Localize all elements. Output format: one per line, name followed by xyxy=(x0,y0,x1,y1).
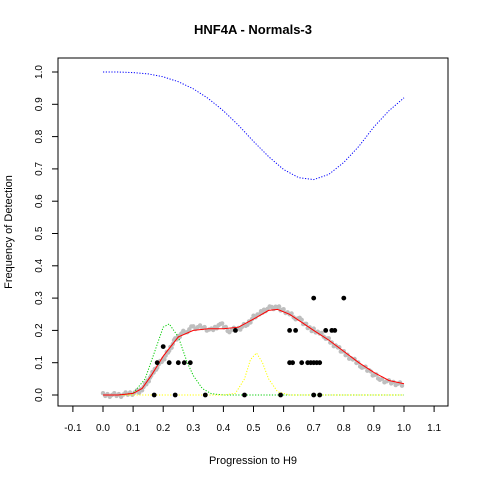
observed-point xyxy=(175,360,181,366)
smoothed-point xyxy=(399,383,405,388)
observed-point xyxy=(341,295,347,301)
series-0 xyxy=(103,71,405,181)
observed-point xyxy=(317,360,323,366)
observed-point xyxy=(160,344,166,349)
y-tick-label: 1.0 xyxy=(34,65,45,79)
observed-point xyxy=(187,360,193,366)
series-line xyxy=(103,308,405,396)
y-tick-label: 0.0 xyxy=(34,388,45,402)
observed-point xyxy=(290,360,295,366)
y-tick-label: 0.9 xyxy=(34,97,45,111)
series-3 xyxy=(103,352,404,396)
x-tick-label: -0.1 xyxy=(64,423,82,434)
x-tick-label: 0.7 xyxy=(307,423,321,434)
observed-point xyxy=(299,360,305,366)
observed-point xyxy=(278,392,283,398)
y-axis-label: Frequency of Detection xyxy=(3,175,15,289)
smoothed-point xyxy=(319,330,324,336)
smoothed-point xyxy=(281,307,286,312)
smoothed-point xyxy=(220,321,225,326)
x-tick-label: 0.9 xyxy=(367,423,381,434)
y-tick-label: 0.6 xyxy=(34,194,45,208)
y-tick-label: 0.8 xyxy=(34,129,45,143)
observed-point xyxy=(166,360,172,366)
x-axis: -0.1 0.0 0.1 0.2 0.3 0.4 0.5 0.6 0.7 0.8 0.9 1.0 1.1 xyxy=(64,405,441,434)
series-1 xyxy=(103,308,405,396)
series-5 xyxy=(151,295,347,398)
smoothed-point xyxy=(276,304,282,309)
observed-point xyxy=(311,295,317,301)
x-tick-label: 0.2 xyxy=(156,423,170,434)
plot-area xyxy=(100,71,405,399)
chart-title: HNF4A - Normals-3 xyxy=(194,22,312,37)
series-2 xyxy=(103,323,404,396)
y-tick-label: 0.5 xyxy=(34,226,45,240)
observed-point xyxy=(151,392,157,398)
observed-point xyxy=(293,328,298,333)
observed-point xyxy=(287,328,292,333)
y-tick-label: 0.3 xyxy=(34,291,45,305)
x-tick-label: 0.5 xyxy=(247,423,261,434)
series-line xyxy=(103,71,405,181)
x-tick-label: 0.8 xyxy=(337,423,351,434)
series-4 xyxy=(100,304,405,399)
smoothed-point xyxy=(155,365,160,370)
observed-point xyxy=(172,392,178,398)
observed-point xyxy=(181,360,187,366)
observed-point xyxy=(317,392,323,398)
observed-point xyxy=(233,328,238,333)
y-tick-label: 0.1 xyxy=(34,355,45,369)
smoothed-point xyxy=(368,369,374,374)
series-line xyxy=(103,352,404,396)
smoothed-point xyxy=(202,324,207,330)
smoothed-point xyxy=(245,322,250,327)
x-tick-label: 0.1 xyxy=(126,423,140,434)
observed-point xyxy=(323,328,329,333)
observed-point xyxy=(154,360,160,366)
smoothed-point xyxy=(162,357,167,362)
observed-point xyxy=(311,392,317,398)
plot-frame xyxy=(57,57,449,407)
x-axis-label: Progression to H9 xyxy=(209,455,297,467)
smoothed-point xyxy=(144,382,149,387)
observed-point xyxy=(242,392,247,398)
y-tick-label: 0.2 xyxy=(34,323,45,337)
smoothed-point xyxy=(299,317,304,322)
x-tick-label: 1.0 xyxy=(397,423,411,434)
x-tick-label: 0.6 xyxy=(277,423,291,434)
series-line xyxy=(103,323,404,396)
smoothed-point xyxy=(136,390,142,395)
x-tick-label: 0.4 xyxy=(216,423,230,434)
x-tick-label: 0.0 xyxy=(96,423,110,434)
x-tick-label: 1.1 xyxy=(427,423,441,434)
y-tick-label: 0.4 xyxy=(34,258,45,272)
y-axis: 0.0 0.1 0.2 0.3 0.4 0.5 0.6 0.7 0.8 0.9 1.0 xyxy=(34,65,59,402)
x-tick-label: 0.3 xyxy=(186,423,200,434)
observed-point xyxy=(332,328,338,333)
y-tick-label: 0.7 xyxy=(34,162,45,176)
observed-point xyxy=(202,392,208,398)
